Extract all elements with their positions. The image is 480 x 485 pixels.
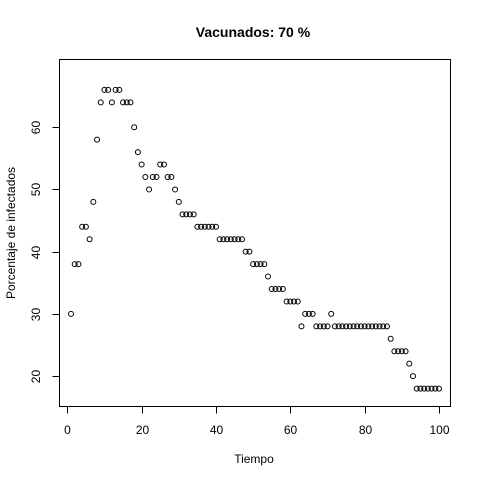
data-point — [132, 125, 137, 130]
data-point — [128, 100, 133, 105]
data-point — [147, 187, 152, 192]
data-point — [139, 162, 144, 167]
data-point — [117, 87, 122, 92]
plot-area-border — [60, 60, 451, 407]
data-point — [213, 224, 218, 229]
data-point — [310, 311, 315, 316]
x-tick-label: 20 — [136, 423, 150, 437]
data-point — [247, 249, 252, 254]
data-point — [325, 324, 330, 329]
data-point — [83, 224, 88, 229]
data-point — [143, 174, 148, 179]
data-point — [329, 311, 334, 316]
data-point — [280, 287, 285, 292]
data-point — [436, 386, 441, 391]
data-point — [266, 274, 271, 279]
x-tick-label: 0 — [64, 423, 71, 437]
data-point — [87, 237, 92, 242]
data-point — [239, 237, 244, 242]
data-point — [154, 174, 159, 179]
data-point — [106, 87, 111, 92]
data-point — [388, 336, 393, 341]
data-point — [69, 311, 74, 316]
y-tick-label: 50 — [29, 183, 43, 197]
y-tick-label: 20 — [29, 370, 43, 384]
data-point — [135, 150, 140, 155]
data-point — [95, 137, 100, 142]
x-axis-label: Tiempo — [234, 452, 274, 466]
data-point — [299, 324, 304, 329]
data-point — [169, 174, 174, 179]
y-tick-label: 30 — [29, 308, 43, 322]
data-point — [91, 199, 96, 204]
x-axis: 0 20 40 60 80 100 — [64, 407, 450, 438]
x-tick-label: 100 — [429, 423, 449, 437]
data-point — [295, 299, 300, 304]
y-axis-label: Porcentaje de infectados — [4, 167, 18, 299]
data-points — [69, 87, 442, 391]
data-point — [262, 262, 267, 267]
data-point — [76, 262, 81, 267]
data-point — [403, 349, 408, 354]
data-point — [191, 212, 196, 217]
data-point — [407, 361, 412, 366]
data-point — [384, 324, 389, 329]
x-tick-label: 60 — [284, 423, 298, 437]
data-point — [98, 100, 103, 105]
y-tick-label: 60 — [29, 121, 43, 135]
data-point — [173, 187, 178, 192]
data-point — [161, 162, 166, 167]
x-tick-label: 40 — [210, 423, 224, 437]
data-point — [176, 199, 181, 204]
chart-title: Vacunados: 70 % — [196, 24, 311, 40]
y-tick-label: 40 — [29, 246, 43, 260]
y-axis: 20 30 40 50 60 — [29, 121, 60, 384]
data-point — [109, 100, 114, 105]
data-point — [410, 374, 415, 379]
x-tick-label: 80 — [359, 423, 373, 437]
